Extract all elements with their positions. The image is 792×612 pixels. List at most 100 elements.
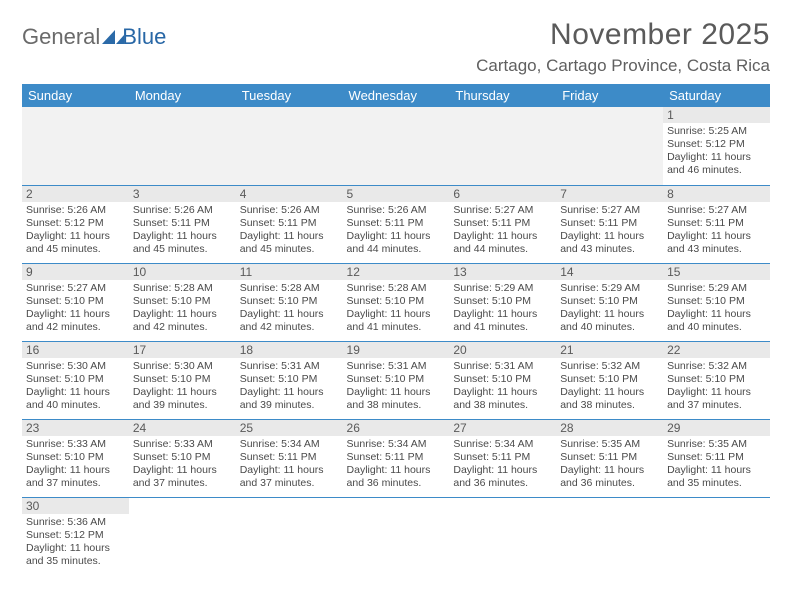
- day-number: 19: [343, 342, 450, 358]
- day-number: 16: [22, 342, 129, 358]
- daylight-line: Daylight: 11 hours and 38 minutes.: [560, 386, 659, 412]
- day-header: Sunday: [22, 84, 129, 107]
- day-details: Sunrise: 5:27 AMSunset: 5:11 PMDaylight:…: [449, 202, 556, 259]
- calendar-week: 9Sunrise: 5:27 AMSunset: 5:10 PMDaylight…: [22, 263, 770, 341]
- calendar-day: 16Sunrise: 5:30 AMSunset: 5:10 PMDayligh…: [22, 341, 129, 419]
- sunset-line: Sunset: 5:10 PM: [133, 373, 232, 386]
- day-details: Sunrise: 5:31 AMSunset: 5:10 PMDaylight:…: [449, 358, 556, 415]
- daylight-line: Daylight: 11 hours and 35 minutes.: [26, 542, 125, 568]
- day-details: Sunrise: 5:27 AMSunset: 5:11 PMDaylight:…: [556, 202, 663, 259]
- calendar-day: 26Sunrise: 5:34 AMSunset: 5:11 PMDayligh…: [343, 419, 450, 497]
- sunrise-line: Sunrise: 5:29 AM: [560, 282, 659, 295]
- daylight-line: Daylight: 11 hours and 39 minutes.: [240, 386, 339, 412]
- sunset-line: Sunset: 5:10 PM: [667, 295, 766, 308]
- day-details: Sunrise: 5:30 AMSunset: 5:10 PMDaylight:…: [129, 358, 236, 415]
- calendar-day: 22Sunrise: 5:32 AMSunset: 5:10 PMDayligh…: [663, 341, 770, 419]
- sunset-line: Sunset: 5:11 PM: [240, 217, 339, 230]
- day-number: 7: [556, 186, 663, 202]
- calendar-day: 30Sunrise: 5:36 AMSunset: 5:12 PMDayligh…: [22, 497, 129, 575]
- calendar-day: 20Sunrise: 5:31 AMSunset: 5:10 PMDayligh…: [449, 341, 556, 419]
- header: General Blue November 2025 Cartago, Cart…: [22, 18, 770, 76]
- day-header: Thursday: [449, 84, 556, 107]
- day-details: Sunrise: 5:34 AMSunset: 5:11 PMDaylight:…: [449, 436, 556, 493]
- calendar-table: SundayMondayTuesdayWednesdayThursdayFrid…: [22, 84, 770, 575]
- calendar-blank: [449, 107, 556, 185]
- sunset-line: Sunset: 5:10 PM: [133, 295, 232, 308]
- daylight-line: Daylight: 11 hours and 37 minutes.: [133, 464, 232, 490]
- day-header: Saturday: [663, 84, 770, 107]
- calendar-body: 1Sunrise: 5:25 AMSunset: 5:12 PMDaylight…: [22, 107, 770, 575]
- calendar-day: 29Sunrise: 5:35 AMSunset: 5:11 PMDayligh…: [663, 419, 770, 497]
- calendar-week: 23Sunrise: 5:33 AMSunset: 5:10 PMDayligh…: [22, 419, 770, 497]
- calendar-day: 25Sunrise: 5:34 AMSunset: 5:11 PMDayligh…: [236, 419, 343, 497]
- day-number: 11: [236, 264, 343, 280]
- sunrise-line: Sunrise: 5:28 AM: [347, 282, 446, 295]
- sunset-line: Sunset: 5:10 PM: [667, 373, 766, 386]
- day-number: 15: [663, 264, 770, 280]
- daylight-line: Daylight: 11 hours and 36 minutes.: [560, 464, 659, 490]
- sunset-line: Sunset: 5:11 PM: [667, 451, 766, 464]
- location-subtitle: Cartago, Cartago Province, Costa Rica: [476, 56, 770, 76]
- day-number: 22: [663, 342, 770, 358]
- sunset-line: Sunset: 5:11 PM: [453, 451, 552, 464]
- sunrise-line: Sunrise: 5:33 AM: [26, 438, 125, 451]
- sunset-line: Sunset: 5:11 PM: [667, 217, 766, 230]
- sunrise-line: Sunrise: 5:31 AM: [347, 360, 446, 373]
- day-header: Wednesday: [343, 84, 450, 107]
- sunset-line: Sunset: 5:12 PM: [26, 217, 125, 230]
- sunrise-line: Sunrise: 5:27 AM: [453, 204, 552, 217]
- daylight-line: Daylight: 11 hours and 43 minutes.: [667, 230, 766, 256]
- calendar-day: 3Sunrise: 5:26 AMSunset: 5:11 PMDaylight…: [129, 185, 236, 263]
- day-details: Sunrise: 5:28 AMSunset: 5:10 PMDaylight:…: [236, 280, 343, 337]
- daylight-line: Daylight: 11 hours and 43 minutes.: [560, 230, 659, 256]
- day-number: 13: [449, 264, 556, 280]
- calendar-day: 21Sunrise: 5:32 AMSunset: 5:10 PMDayligh…: [556, 341, 663, 419]
- calendar-week: 16Sunrise: 5:30 AMSunset: 5:10 PMDayligh…: [22, 341, 770, 419]
- day-number: 29: [663, 420, 770, 436]
- day-number: 17: [129, 342, 236, 358]
- calendar-blank: [236, 497, 343, 575]
- daylight-line: Daylight: 11 hours and 38 minutes.: [453, 386, 552, 412]
- sunset-line: Sunset: 5:11 PM: [240, 451, 339, 464]
- calendar-day: 1Sunrise: 5:25 AMSunset: 5:12 PMDaylight…: [663, 107, 770, 185]
- sunset-line: Sunset: 5:10 PM: [560, 373, 659, 386]
- calendar-day: 8Sunrise: 5:27 AMSunset: 5:11 PMDaylight…: [663, 185, 770, 263]
- day-number: 26: [343, 420, 450, 436]
- daylight-line: Daylight: 11 hours and 37 minutes.: [667, 386, 766, 412]
- sunset-line: Sunset: 5:10 PM: [133, 451, 232, 464]
- day-number: 12: [343, 264, 450, 280]
- day-number: 5: [343, 186, 450, 202]
- daylight-line: Daylight: 11 hours and 42 minutes.: [240, 308, 339, 334]
- day-details: Sunrise: 5:29 AMSunset: 5:10 PMDaylight:…: [663, 280, 770, 337]
- day-number: 8: [663, 186, 770, 202]
- sunset-line: Sunset: 5:10 PM: [347, 295, 446, 308]
- calendar-day: 19Sunrise: 5:31 AMSunset: 5:10 PMDayligh…: [343, 341, 450, 419]
- day-number: 27: [449, 420, 556, 436]
- calendar-day: 17Sunrise: 5:30 AMSunset: 5:10 PMDayligh…: [129, 341, 236, 419]
- day-details: Sunrise: 5:34 AMSunset: 5:11 PMDaylight:…: [236, 436, 343, 493]
- sunrise-line: Sunrise: 5:31 AM: [453, 360, 552, 373]
- daylight-line: Daylight: 11 hours and 41 minutes.: [453, 308, 552, 334]
- daylight-line: Daylight: 11 hours and 41 minutes.: [347, 308, 446, 334]
- calendar-week: 30Sunrise: 5:36 AMSunset: 5:12 PMDayligh…: [22, 497, 770, 575]
- calendar-day: 27Sunrise: 5:34 AMSunset: 5:11 PMDayligh…: [449, 419, 556, 497]
- sunset-line: Sunset: 5:11 PM: [347, 217, 446, 230]
- day-details: Sunrise: 5:26 AMSunset: 5:11 PMDaylight:…: [343, 202, 450, 259]
- daylight-line: Daylight: 11 hours and 40 minutes.: [560, 308, 659, 334]
- day-number: 21: [556, 342, 663, 358]
- sunrise-line: Sunrise: 5:26 AM: [26, 204, 125, 217]
- day-header: Monday: [129, 84, 236, 107]
- day-details: Sunrise: 5:26 AMSunset: 5:12 PMDaylight:…: [22, 202, 129, 259]
- daylight-line: Daylight: 11 hours and 45 minutes.: [240, 230, 339, 256]
- day-details: Sunrise: 5:28 AMSunset: 5:10 PMDaylight:…: [129, 280, 236, 337]
- calendar-day: 2Sunrise: 5:26 AMSunset: 5:12 PMDaylight…: [22, 185, 129, 263]
- sunrise-line: Sunrise: 5:36 AM: [26, 516, 125, 529]
- calendar-day: 6Sunrise: 5:27 AMSunset: 5:11 PMDaylight…: [449, 185, 556, 263]
- calendar-page: General Blue November 2025 Cartago, Cart…: [0, 0, 792, 585]
- daylight-line: Daylight: 11 hours and 46 minutes.: [667, 151, 766, 177]
- sunrise-line: Sunrise: 5:26 AM: [240, 204, 339, 217]
- day-number: 28: [556, 420, 663, 436]
- calendar-day: 5Sunrise: 5:26 AMSunset: 5:11 PMDaylight…: [343, 185, 450, 263]
- day-header: Friday: [556, 84, 663, 107]
- daylight-line: Daylight: 11 hours and 35 minutes.: [667, 464, 766, 490]
